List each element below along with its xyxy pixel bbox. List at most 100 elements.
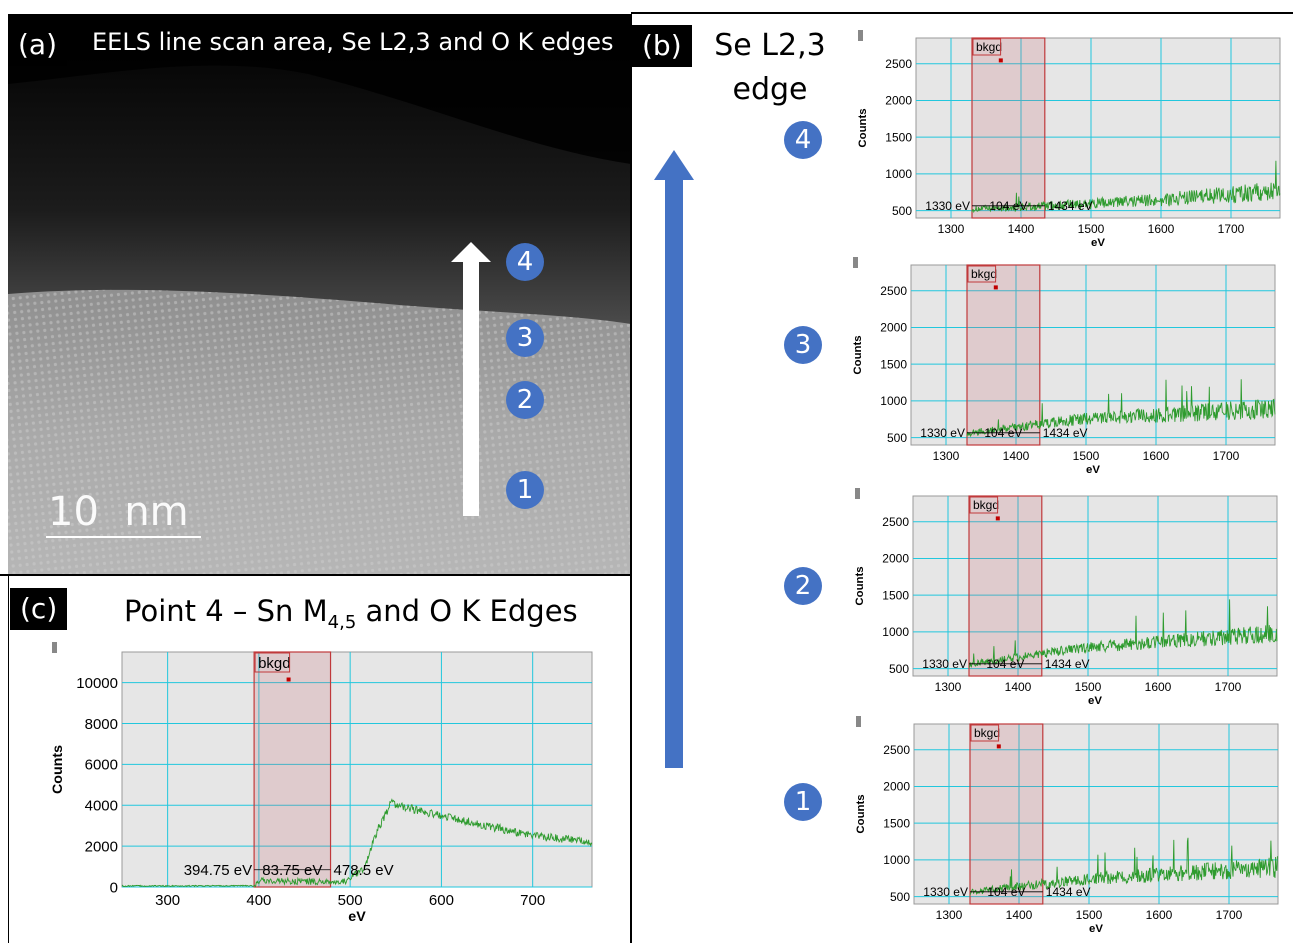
window-label-box	[972, 38, 1002, 56]
spectrum-line	[966, 379, 1276, 438]
window-label-box	[970, 724, 1000, 742]
scan-point-2-marker: 2	[506, 381, 544, 419]
se-edge-spectrum-point-4: bkgd 1330 eV 104 eV 1434 eV 1300 1400 1500 1600…	[857, 30, 1281, 249]
y-tick-label: 500	[887, 431, 907, 445]
y-tick-label: 2500	[885, 57, 912, 71]
x-tick-label: 1500	[1076, 908, 1103, 922]
panel-b-title-line2: edge	[732, 72, 808, 107]
window-end-label: 1434 eV	[1046, 885, 1091, 899]
window-label: bkgd	[976, 40, 1002, 54]
spectrum-line	[969, 837, 1279, 896]
scale-bar-label: 10 nm	[48, 489, 189, 535]
scan-point-1-marker: 1	[506, 471, 544, 509]
y-tick-label: 0	[110, 879, 118, 896]
panel-b-tag: (b)	[632, 25, 692, 67]
scroll-handle	[52, 642, 57, 653]
scroll-handle	[858, 30, 863, 41]
panel-c-title-subscript: 4,5	[327, 611, 357, 633]
y-tick-label: 500	[889, 662, 909, 676]
x-axis-label: eV	[1088, 695, 1102, 707]
window-start-label: 1330 eV	[920, 426, 965, 440]
sn-o-edge-spectrum-point-4: bkgd 394.75 eV 83.75 eV 478.5 eV 300 400 500 60…	[50, 642, 593, 925]
window-handle	[998, 58, 1003, 63]
se-edge-spectrum-point-3: bkgd 1330 eV 104 eV 1434 eV 1300 1400 1500 1600…	[852, 257, 1276, 476]
y-tick-label: 1000	[883, 853, 910, 867]
y-tick-label: 4000	[85, 798, 118, 815]
window-width-label: 104 eV	[984, 426, 1022, 440]
window-width-label: 83.75 eV	[262, 862, 322, 879]
window-label: bkgd	[973, 498, 999, 512]
panel-b-title-line1: Se L2,3	[714, 28, 826, 63]
background-window	[966, 264, 1041, 446]
x-tick-label: 300	[155, 892, 180, 909]
panel-divider-top	[631, 12, 1293, 14]
y-tick-label: 1000	[885, 167, 912, 181]
panel-a-tag: (a)	[8, 24, 68, 66]
x-tick-label: 1400	[1003, 449, 1030, 463]
y-tick-label: 500	[892, 204, 912, 218]
x-axis-label: eV	[348, 909, 366, 925]
y-tick-label: 1500	[882, 588, 909, 602]
panel-divider-vertical	[630, 14, 632, 943]
x-axis-label: eV	[1089, 923, 1103, 935]
x-tick-label: 1600	[1143, 449, 1170, 463]
y-tick-label: 2500	[883, 743, 910, 757]
spectrum-line	[969, 599, 1278, 668]
y-axis-label: Counts	[50, 745, 66, 794]
x-tick-label: 1500	[1075, 680, 1102, 694]
window-end-label: 478.5 eV	[334, 862, 394, 879]
window-label-box	[967, 265, 997, 283]
x-tick-label: 1600	[1145, 680, 1172, 694]
x-tick-label: 1600	[1146, 908, 1173, 922]
x-tick-label: 1300	[935, 680, 962, 694]
y-tick-label: 1000	[880, 394, 907, 408]
y-tick-label: 2500	[882, 515, 909, 529]
y-tick-label: 1500	[880, 357, 907, 371]
plot-area	[121, 651, 593, 888]
x-tick-label: 1700	[1216, 908, 1243, 922]
scroll-handle	[856, 716, 861, 727]
x-tick-label: 500	[338, 892, 363, 909]
y-tick-label: 2000	[885, 94, 912, 108]
x-tick-label: 1400	[1005, 680, 1032, 694]
x-tick-label: 1400	[1008, 222, 1035, 236]
x-tick-label: 700	[520, 892, 545, 909]
window-end-label: 1434 eV	[1045, 657, 1090, 671]
panel-a-title: EELS line scan area, Se L2,3 and O K edg…	[92, 28, 614, 56]
window-start-label: 394.75 eV	[184, 862, 252, 879]
window-label: bkgd	[974, 726, 1000, 740]
se-edge-spectrum-point-2: bkgd 1330 eV 104 eV 1434 eV 1300 1400 1500 1600…	[854, 488, 1278, 707]
scroll-handle	[855, 488, 860, 499]
window-width-label: 104 eV	[987, 885, 1025, 899]
panel-b-marker-1: 1	[784, 783, 822, 821]
window-label: bkgd	[258, 655, 291, 672]
background-window	[253, 651, 332, 888]
background-window	[969, 723, 1044, 905]
y-axis-label: Counts	[857, 108, 869, 147]
background-window	[971, 37, 1046, 219]
y-tick-label: 1500	[885, 130, 912, 144]
window-handle	[286, 677, 291, 682]
x-tick-label: 1300	[938, 222, 965, 236]
y-axis-label: Counts	[852, 335, 864, 374]
scroll-handle	[853, 257, 858, 268]
spectrum-line	[121, 798, 593, 888]
scan-direction-arrow	[654, 150, 694, 768]
y-tick-label: 1000	[882, 625, 909, 639]
x-tick-label: 1500	[1078, 222, 1105, 236]
x-tick-label: 400	[246, 892, 271, 909]
x-axis-label: eV	[1091, 237, 1105, 249]
y-tick-label: 6000	[85, 757, 118, 774]
spectrum-line	[971, 160, 1281, 214]
window-end-label: 1434 eV	[1048, 199, 1093, 213]
x-tick-label: 1500	[1073, 449, 1100, 463]
plot-area	[915, 37, 1281, 219]
y-tick-label: 2500	[880, 284, 907, 298]
y-tick-label: 2000	[883, 780, 910, 794]
panel-a: 10 nm 4 3 2 1 EELS line scan area, Se L2…	[8, 14, 631, 574]
window-label-box	[254, 652, 291, 673]
panel-c-title-main: Point 4 – Sn M	[124, 594, 328, 628]
x-tick-label: 1300	[936, 908, 963, 922]
line-scan-arrow	[451, 242, 491, 516]
y-axis-label: Counts	[855, 794, 867, 833]
